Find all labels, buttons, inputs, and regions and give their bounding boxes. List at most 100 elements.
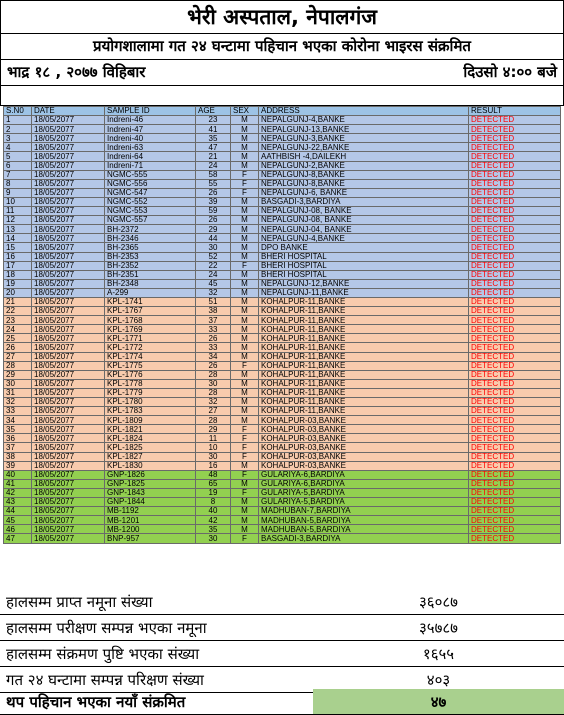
cell-address: KOHALPUR-03,BANKE [258, 451, 469, 462]
table-row: 29 18/05/2077 KPL-1776 28 M KOHALPUR-11,BANKE… [3, 369, 561, 380]
cell-sample-id: MB-1200 [104, 524, 196, 535]
table-row: 11 18/05/2077 NGMC-553 59 M NEPALGUNJ-08, BAN… [3, 206, 561, 217]
cell-date: 18/05/2077 [31, 451, 105, 462]
cell-address: NEPALGUNJ-6, BANKE [258, 187, 469, 198]
cell-age: 28 [195, 415, 231, 426]
cell-age: 11 [195, 433, 231, 444]
cell-date: 18/05/2077 [31, 469, 105, 480]
cell-sample-id: KPL-1769 [104, 324, 196, 335]
summary-row: हालसम्म प्राप्त नमूना संख्या ३६०८७ [0, 589, 564, 615]
cell-result: DETECTED [468, 487, 561, 499]
cell-age: 45 [195, 278, 231, 289]
cell-sample-id: BH-2365 [104, 242, 196, 253]
cell-result: DETECTED [468, 224, 561, 235]
cell-age: 44 [195, 233, 231, 244]
cell-sn: 11 [3, 206, 32, 217]
cell-age: 23 [195, 115, 231, 126]
col-header-date: DATE [31, 105, 105, 117]
cell-result: DETECTED [468, 469, 561, 480]
cell-sample-id: KPL-1775 [104, 360, 196, 371]
cell-date: 18/05/2077 [31, 287, 105, 298]
cell-result: DETECTED [468, 178, 561, 189]
report-date: भाद्र १८ , २०७७ विहिबार [7, 63, 146, 81]
cell-sex: M [230, 342, 259, 353]
col-header-sex: SEX [230, 105, 259, 117]
cell-sex: F [230, 187, 259, 198]
cell-sample-id: BH-2351 [104, 269, 196, 280]
cell-result: DETECTED [468, 296, 561, 308]
summary-value: ३५७८७ [418, 619, 458, 637]
cell-sn: 20 [3, 287, 32, 298]
cell-sn: 1 [3, 115, 32, 126]
cell-result: DETECTED [468, 242, 561, 253]
cell-age: 29 [195, 224, 231, 235]
cell-address: KOHALPUR-11,BANKE [258, 296, 469, 308]
cell-sex: F [230, 451, 259, 462]
cell-sample-id: KPL-1830 [104, 460, 196, 471]
cell-sn: 25 [3, 333, 32, 344]
cell-sn: 19 [3, 278, 32, 289]
col-header-sn: S.N0 [3, 105, 32, 117]
cell-result: DETECTED [468, 124, 561, 135]
cell-sn: 6 [3, 160, 32, 171]
cell-sn: 26 [3, 342, 32, 353]
cell-age: 38 [195, 306, 231, 317]
cell-date: 18/05/2077 [31, 306, 105, 317]
cell-date: 18/05/2077 [31, 396, 105, 408]
summary-row: हालसम्म परीक्षण सम्पन्न भएका नमूना ३५७८७ [0, 615, 564, 641]
cell-age: 48 [195, 469, 231, 480]
cell-result: DETECTED [468, 306, 561, 317]
table-row: 28 18/05/2077 KPL-1775 26 F KOHALPUR-11,BANKE… [3, 360, 561, 371]
cell-sn: 33 [3, 406, 32, 417]
cell-sn: 23 [3, 315, 32, 326]
cell-result: DETECTED [468, 215, 561, 226]
cell-address: KOHALPUR-03,BANKE [258, 442, 469, 453]
cell-sample-id: KPL-1779 [104, 387, 196, 399]
cell-sn: 14 [3, 233, 32, 244]
cell-address: BHERI HOSPITAL [258, 251, 469, 262]
cell-sn: 2 [3, 124, 32, 135]
table-row: 43 18/05/2077 GNP-1844 8 M GULARIYA-5,BARDIYA… [3, 497, 561, 508]
cell-sex: F [230, 424, 259, 435]
cell-sample-id: KPL-1741 [104, 296, 196, 308]
cell-result: DETECTED [468, 278, 561, 289]
cell-sample-id: NGMC-553 [104, 206, 196, 217]
table-row: 8 18/05/2077 NGMC-556 55 F NEPALGUNJ-8,BANKE D… [3, 178, 561, 189]
cell-sex: M [230, 278, 259, 289]
cell-date: 18/05/2077 [31, 160, 105, 171]
cell-sample-id: NGMC-547 [104, 187, 196, 198]
cell-sample-id: BH-2352 [104, 260, 196, 271]
cell-sample-id: GNP-1825 [104, 478, 196, 489]
cell-age: 41 [195, 124, 231, 135]
cell-age: 30 [195, 533, 231, 544]
cell-age: 34 [195, 351, 231, 362]
cell-sex: M [230, 251, 259, 262]
cell-sex: M [230, 506, 259, 517]
cases-table: S.N0 DATE SAMPLE ID AGE SEX ADDRESS RESU… [3, 105, 561, 544]
summary-value: ३६०८७ [418, 593, 458, 611]
cell-date: 18/05/2077 [31, 142, 105, 153]
table-row: 15 18/05/2077 BH-2365 30 M DPO BANKE DETECTED [3, 242, 561, 253]
cell-result: DETECTED [468, 460, 561, 471]
cell-sample-id: KPL-1772 [104, 342, 196, 353]
cell-date: 18/05/2077 [31, 242, 105, 253]
cell-address: GULARIYA-6,BARDIYA [258, 469, 469, 480]
cell-sex: M [230, 269, 259, 280]
cell-date: 18/05/2077 [31, 433, 105, 444]
table-row: 26 18/05/2077 KPL-1772 33 M KOHALPUR-11,BANKE… [3, 342, 561, 353]
cell-sn: 38 [3, 451, 32, 462]
cell-age: 30 [195, 378, 231, 389]
table-row: 32 18/05/2077 KPL-1780 32 M KOHALPUR-11,BANKE… [3, 396, 561, 408]
cell-result: DETECTED [468, 515, 561, 526]
cell-sample-id: BH-2346 [104, 233, 196, 244]
cell-age: 47 [195, 142, 231, 153]
cell-sex: M [230, 378, 259, 389]
cell-sex: M [230, 142, 259, 153]
cell-address: KOHALPUR-11,BANKE [258, 324, 469, 335]
cell-age: 29 [195, 424, 231, 435]
table-row: 6 18/05/2077 Indreni-71 24 M NEPALGUNJ-2,BANK… [3, 160, 561, 171]
cell-address: KOHALPUR-11,BANKE [258, 378, 469, 389]
cell-age: 52 [195, 251, 231, 262]
cell-age: 42 [195, 515, 231, 526]
